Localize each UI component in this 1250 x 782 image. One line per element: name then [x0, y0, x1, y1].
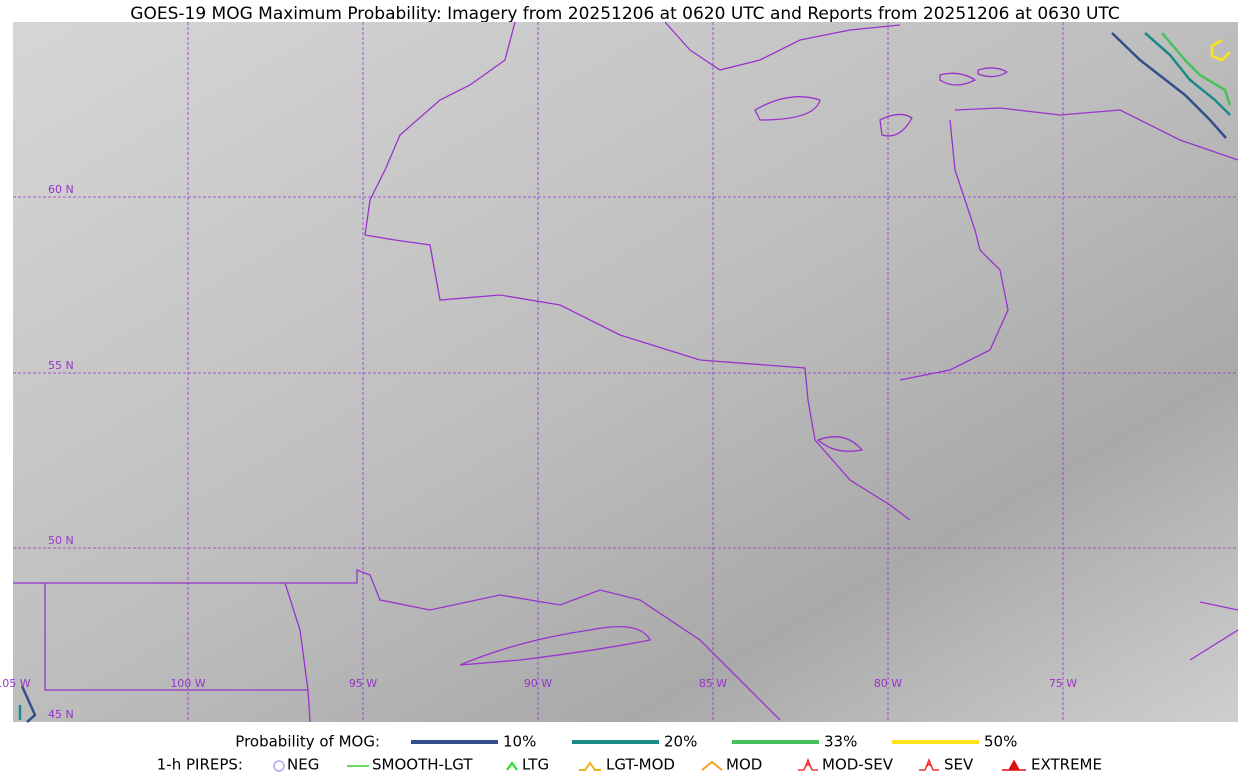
pirep-icon	[506, 761, 518, 771]
longitude-label: 75 W	[1049, 677, 1077, 690]
legend-label: SMOOTH-LGT	[372, 756, 473, 774]
legend-label: MOD-SEV	[822, 756, 894, 774]
latitude-label: 50 N	[48, 534, 74, 547]
legend-title: 1-h PIREPS:	[157, 756, 243, 774]
title: GOES-19 MOG Maximum Probability: Imagery…	[130, 4, 1119, 24]
longitude-label: 105 W	[0, 677, 31, 690]
latitude-label: 60 N	[48, 183, 74, 196]
longitude-label: 85 W	[699, 677, 727, 690]
coastlines	[13, 21, 1239, 723]
pirep-icon	[1002, 759, 1026, 771]
longitude-label: 90 W	[524, 677, 552, 690]
legend-label: 50%	[984, 733, 1017, 751]
legend-label: NEG	[287, 756, 319, 774]
legend-label: LTG	[522, 756, 549, 774]
longitude-label: 95 W	[349, 677, 377, 690]
legend-label: MOD	[726, 756, 762, 774]
pirep-icon	[919, 757, 939, 771]
latitude-label: 45 N	[48, 708, 74, 721]
legend-label: 33%	[824, 733, 857, 751]
legend-label: LGT-MOD	[606, 756, 675, 774]
graticule: 60 N 55 N 50 N 45 N 105 W 100 W 95 W 90 W 85 W 80…	[0, 22, 1238, 722]
pirep-icon	[701, 760, 723, 771]
longitude-label: 80 W	[874, 677, 902, 690]
pirep-icon	[579, 761, 601, 771]
longitude-label: 100 W	[170, 677, 205, 690]
pirep-icon	[798, 757, 818, 771]
legend-label: EXTREME	[1031, 756, 1102, 774]
legend-label: SEV	[944, 756, 974, 774]
pirep-icon	[273, 760, 285, 772]
satellite-imagery	[13, 22, 1238, 722]
mog-contours	[18, 32, 1232, 723]
legend-label: 20%	[664, 733, 697, 751]
legend-label: 10%	[503, 733, 536, 751]
latitude-label: 55 N	[48, 359, 74, 372]
legend: Probability of MOG: 1-h PIREPS: 10% 20% 33…	[157, 733, 1102, 774]
legend-title: Probability of MOG:	[235, 733, 380, 751]
